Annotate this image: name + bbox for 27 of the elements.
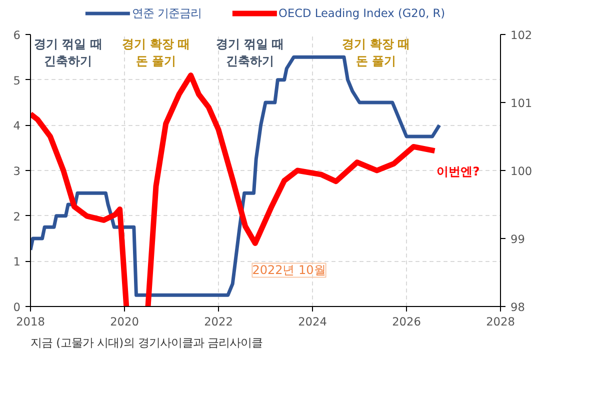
y2-tick-label: 102 [510,28,532,42]
y2-tick-label: 100 [510,164,532,178]
x-tick-label: 2018 [16,314,45,328]
annotation: 이번엔? [436,164,480,178]
y-tick-label: 5 [13,73,21,88]
legend-label: OECD Leading Index (G20, R) [278,6,446,20]
y-tick-label: 4 [13,118,21,133]
x-tick-label: 2028 [486,314,515,328]
x-tick-label: 2022 [204,314,233,328]
annotation: 경기 확장 때 돈 풀기 [342,37,410,68]
x-tick-label: 2024 [298,314,327,328]
y-tick-label: 2 [13,209,21,224]
annotation: 경기 꺾일 때 긴축하기 [216,37,284,68]
y2-tick-label: 99 [510,232,525,246]
annotation: 경기 확장 때 돈 풀기 [122,37,190,68]
text: 지금 (고물가 시대)의 경기사이클과 금리사이클 [30,336,263,350]
legend-label: 연준 기준금리 [132,6,202,20]
x-tick-label: 2020 [110,314,139,328]
y-tick-label: 3 [13,164,21,178]
y-tick-label: 0 [13,300,21,314]
y2-tick-label: 101 [510,96,532,110]
x-tick-label: 2026 [392,314,421,328]
annotation: 경기 꺾일 때 긴축하기 [34,37,102,68]
y-tick-label: 6 [13,28,21,42]
annotation: 2022년 10월 [252,263,326,278]
y-tick-label: 1 [13,254,21,269]
y2-tick-label: 98 [510,300,525,314]
